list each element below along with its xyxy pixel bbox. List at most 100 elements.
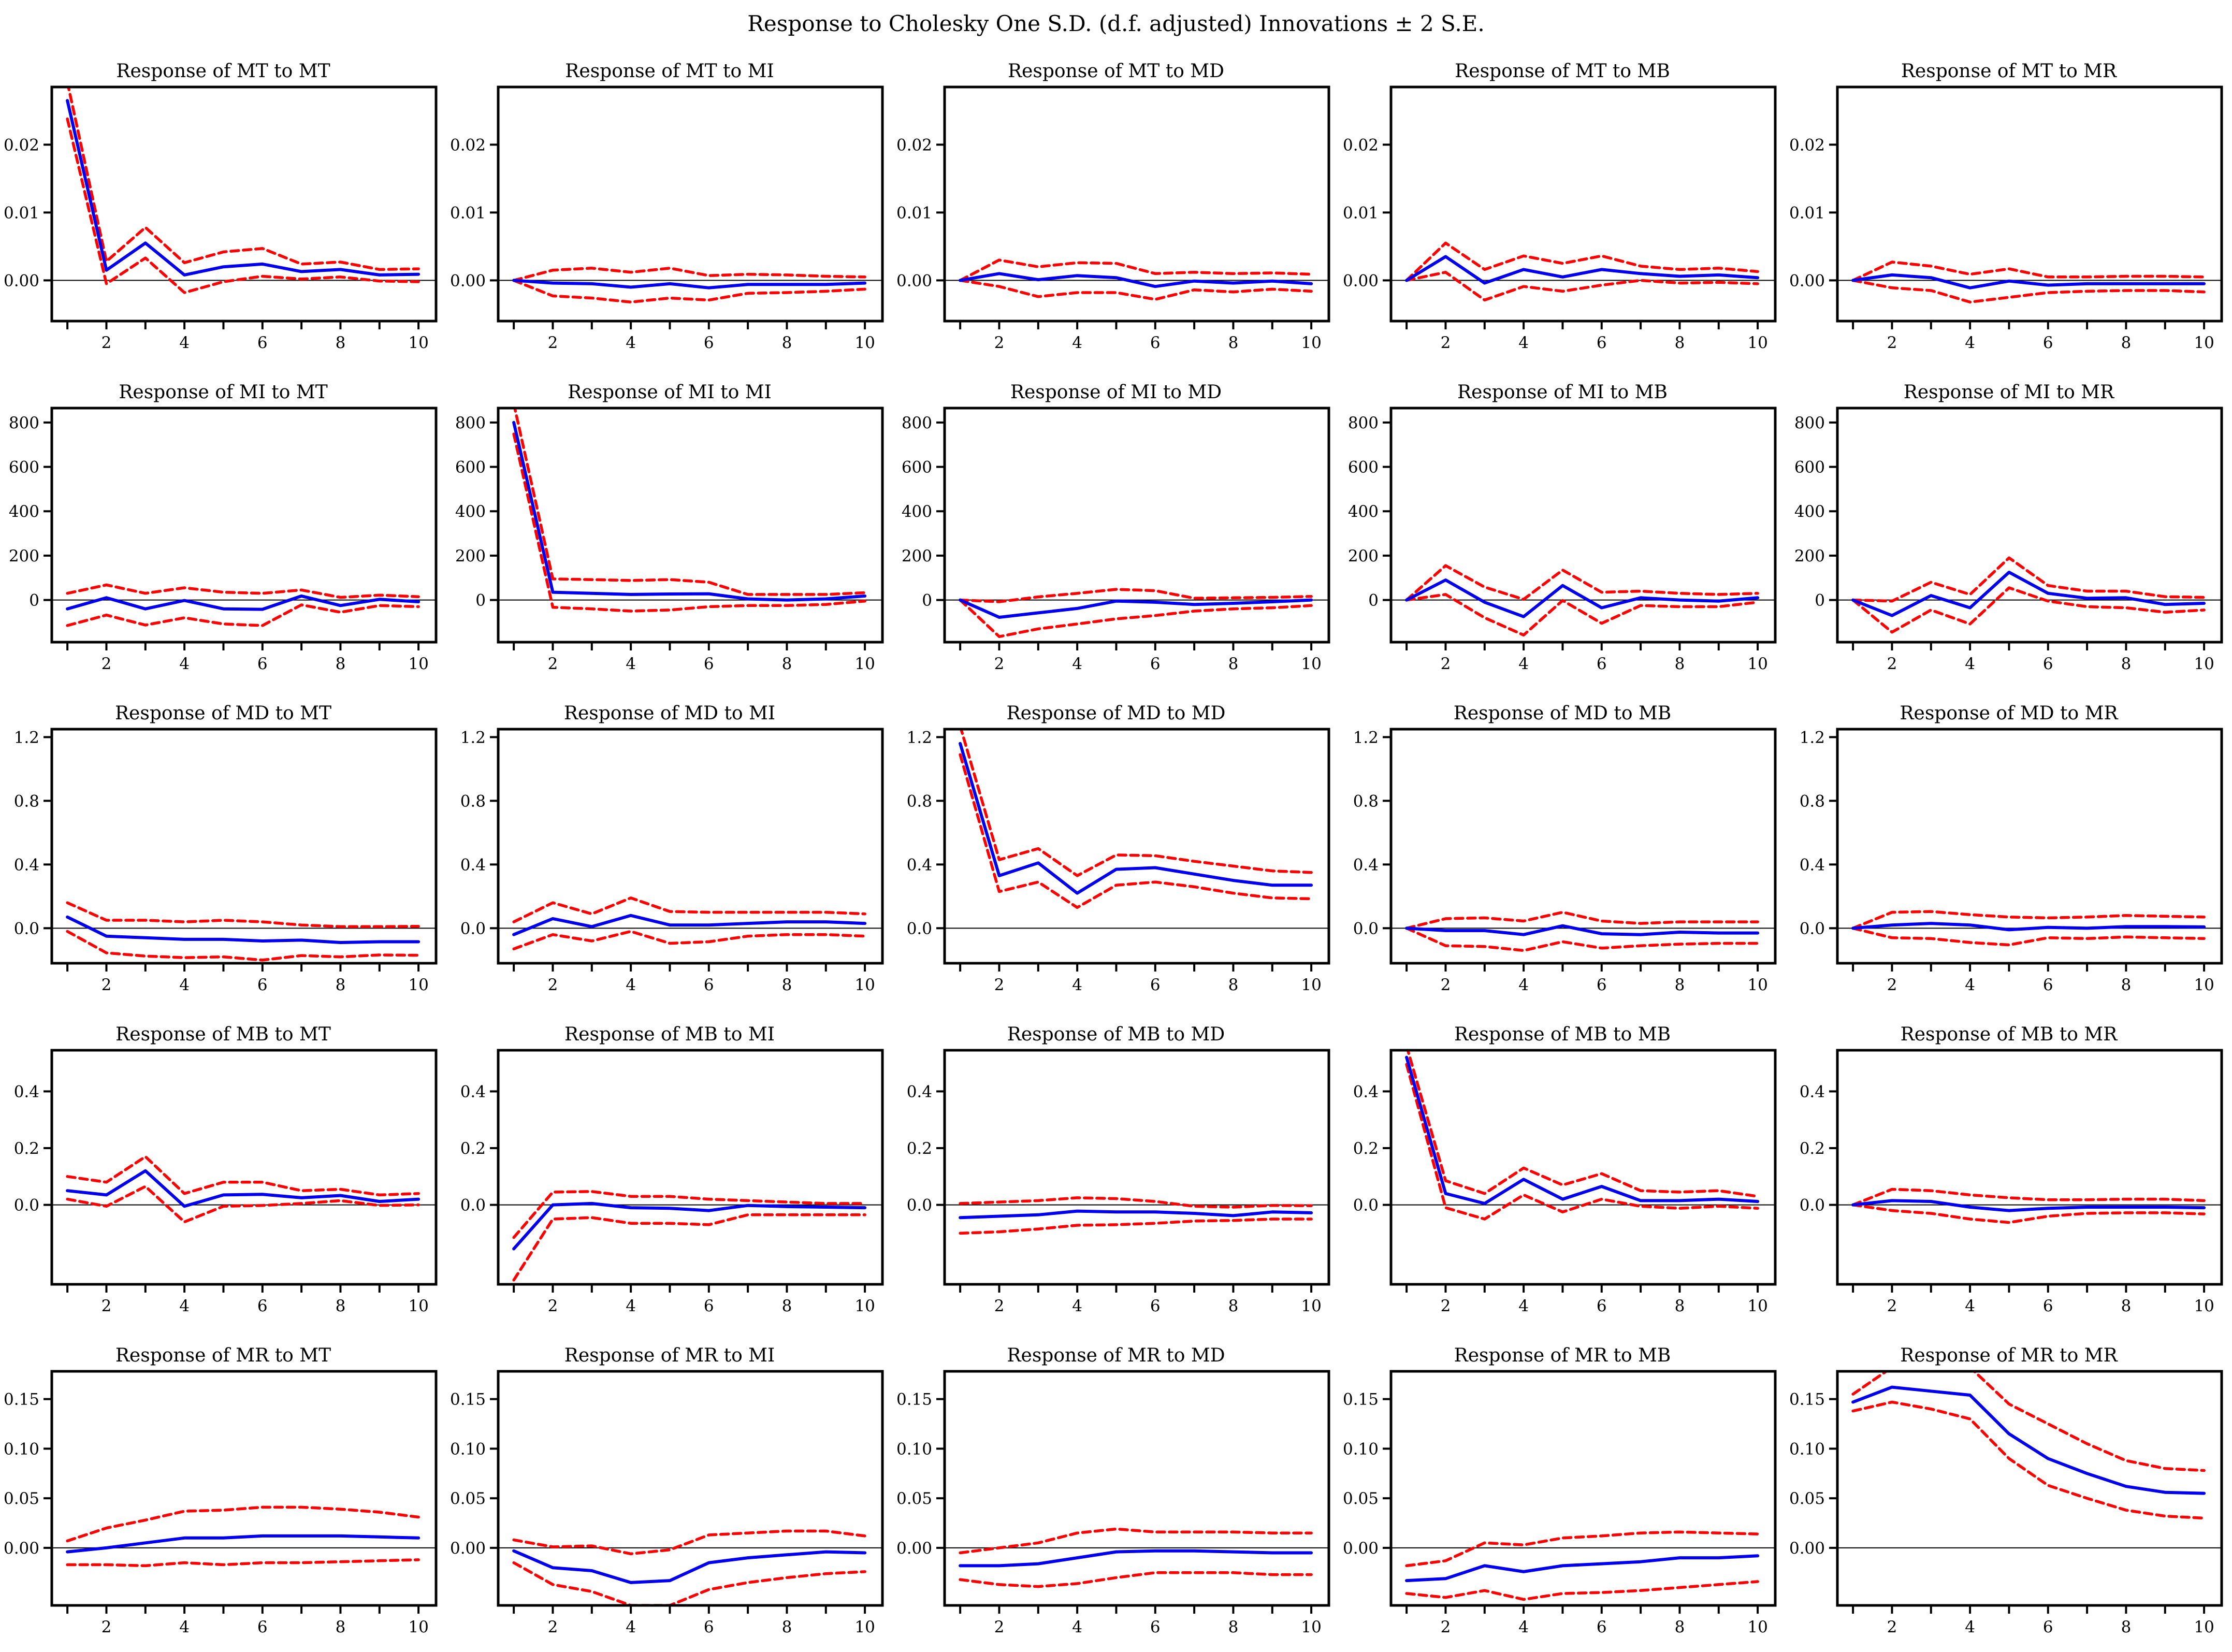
y-tick-label: 0.8 — [907, 792, 932, 810]
lower-band-line — [66, 930, 420, 962]
plot-frame — [1389, 407, 1777, 644]
y-tick-label: 0.10 — [1343, 1440, 1379, 1458]
subplot-title: Response of MT to MT — [116, 61, 330, 82]
y-tick-label: 0.4 — [907, 856, 932, 874]
x-tick-label: 8 — [1675, 976, 1685, 994]
irf-plot: 0.0 0.4 0.8 1.2 2 4 6 8 10 — [14, 728, 438, 994]
subplot-title: Response of MT to MD — [1007, 61, 1225, 82]
x-tick-label: 8 — [782, 655, 792, 673]
series-group — [959, 1196, 1313, 1235]
response-line — [1851, 1199, 2206, 1212]
subplot-title: Response of MT to MR — [1901, 61, 2117, 82]
plot-frame — [50, 407, 438, 644]
plot-frame — [50, 1370, 438, 1607]
irf-plot: 0.00 0.01 0.02 2 4 6 8 10 — [1343, 85, 1777, 352]
subplot-mi-to-mt: Response of MI to MT 0 200 400 600 800 2 4 6 8 10 — [0, 368, 446, 689]
lower-band-line — [1405, 926, 1759, 952]
upper-band-line — [1405, 564, 1759, 602]
irf-plot: 0.0 0.4 0.8 1.2 2 4 6 8 10 — [1353, 728, 1777, 994]
response-line — [1405, 924, 1760, 936]
y-tick-label: 0.00 — [450, 1539, 486, 1558]
y-tick-label: 800 — [1794, 414, 1825, 432]
subplot-title: Response of MI to MB — [1457, 382, 1668, 403]
plot-frame — [1389, 85, 1777, 323]
x-tick-label: 4 — [179, 976, 190, 994]
y-tick-label: 0.01 — [896, 204, 932, 222]
y-tick-label: 800 — [902, 414, 932, 432]
response-line — [66, 1169, 421, 1208]
x-tick-label: 6 — [704, 655, 714, 673]
y-tick-label: 0.15 — [896, 1390, 932, 1409]
x-tick-label: 8 — [1675, 1297, 1685, 1315]
y-tick-label: 0.2 — [1800, 1139, 1825, 1158]
series-group — [512, 896, 867, 951]
x-tick-label: 2 — [548, 334, 558, 352]
lower-band-line — [1405, 593, 1759, 637]
x-tick-label: 8 — [336, 1297, 346, 1315]
x-tick-label: 8 — [1228, 976, 1239, 994]
x-tick-label: 2 — [994, 655, 1005, 673]
lower-band-line — [512, 279, 866, 304]
series-group — [66, 901, 421, 962]
upper-band-line — [512, 1190, 866, 1239]
y-tick-label: 400 — [902, 502, 932, 521]
subplot-title: Response of MT to MB — [1455, 61, 1670, 82]
y-tick-label: 0.4 — [14, 1082, 39, 1101]
x-tick-label: 4 — [1965, 1618, 1975, 1636]
subplot-mt-to-mb: Response of MT to MB 0.00 0.01 0.02 2 4 6 8 10 — [1339, 47, 1786, 368]
plot-frame — [1836, 1370, 2223, 1607]
upper-band-line — [1405, 241, 1759, 282]
x-tick-label: 6 — [2043, 1297, 2053, 1315]
plot-frame — [50, 1049, 438, 1286]
subplot-title: Response of MI to MD — [1010, 382, 1222, 403]
irf-plot: 0.0 0.2 0.4 2 4 6 8 10 — [907, 1049, 1330, 1315]
lower-band-line — [1405, 270, 1759, 302]
x-tick-label: 10 — [2194, 1297, 2214, 1315]
plot-frame — [1836, 1049, 2223, 1286]
y-tick-label: 400 — [455, 502, 486, 521]
x-tick-label: 6 — [1597, 655, 1607, 673]
y-tick-label: 0 — [922, 591, 932, 610]
subplot-title: Response of MR to MT — [115, 1345, 331, 1366]
irf-plot: 0 200 400 600 800 2 4 6 8 10 — [902, 407, 1330, 673]
y-tick-label: 0.05 — [450, 1489, 486, 1508]
upper-band-line — [959, 1196, 1313, 1209]
y-tick-label: 0.15 — [450, 1390, 486, 1409]
upper-band-line — [66, 901, 420, 929]
y-tick-label: 0.10 — [1789, 1440, 1825, 1458]
subplot-mb-to-mb: Response of MB to MB 0.0 0.2 0.4 2 4 6 8 10 — [1339, 1010, 1786, 1331]
x-tick-label: 2 — [548, 976, 558, 994]
x-tick-label: 6 — [1597, 334, 1607, 352]
subplot-title: Response of MB to MI — [564, 1024, 775, 1045]
x-tick-label: 6 — [704, 334, 714, 352]
y-tick-label: 600 — [455, 458, 486, 477]
subplot-mi-to-mr: Response of MI to MR 0 200 400 600 800 2 4 6 8 10 — [1786, 368, 2232, 689]
lower-band-line — [66, 117, 420, 294]
x-tick-label: 6 — [257, 1618, 268, 1636]
x-tick-label: 2 — [1441, 655, 1451, 673]
subplot-md-to-md: Response of MD to MD 0.0 0.4 0.8 1.2 2 4 6 8 10 — [893, 689, 1339, 1010]
x-tick-label: 4 — [1072, 334, 1082, 352]
y-tick-label: 0.0 — [14, 919, 39, 938]
series-group — [1405, 564, 1760, 637]
response-line — [1851, 273, 2206, 289]
subplot-mi-to-mb: Response of MI to MB 0 200 400 600 800 2 4 6 8 10 — [1339, 368, 1786, 689]
y-tick-label: 0.15 — [1789, 1390, 1825, 1409]
series-group — [512, 267, 867, 304]
y-tick-label: 0.00 — [4, 271, 39, 290]
x-tick-label: 10 — [2194, 976, 2214, 994]
series-group — [959, 1527, 1313, 1588]
y-tick-label: 800 — [455, 414, 486, 432]
upper-band-line — [1405, 1530, 1759, 1568]
x-tick-label: 2 — [1441, 1297, 1451, 1315]
x-tick-label: 2 — [102, 976, 112, 994]
x-tick-label: 2 — [548, 1297, 558, 1315]
plot-frame — [1389, 1370, 1777, 1607]
y-tick-label: 0.4 — [1353, 1082, 1379, 1101]
series-group — [1851, 910, 2206, 947]
x-tick-label: 10 — [1301, 1618, 1321, 1636]
y-tick-label: 600 — [902, 458, 932, 477]
lower-band-line — [959, 598, 1313, 639]
x-tick-label: 2 — [1441, 1618, 1451, 1636]
x-tick-label: 4 — [1518, 1297, 1529, 1315]
